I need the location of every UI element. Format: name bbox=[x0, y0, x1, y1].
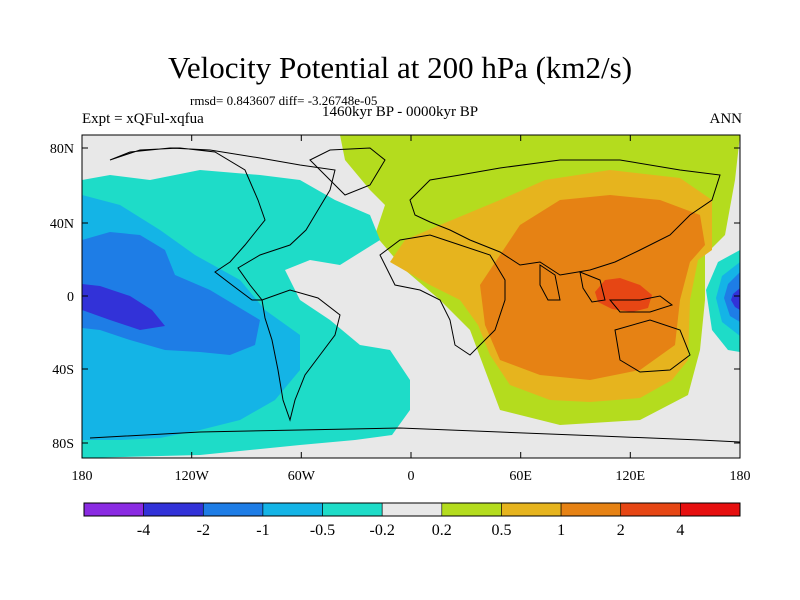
colorbar-label-7: 0.5 bbox=[492, 522, 512, 539]
colorbar-swatch bbox=[560, 502, 622, 517]
lon-axis: 180 120W 60W 0 60E 120E 180 bbox=[72, 135, 751, 484]
stats-line: rmsd= 0.843607 diff= -3.26748e-05 bbox=[190, 93, 378, 108]
colorbar-label-8: 1 bbox=[557, 522, 565, 539]
lat-label-40N: 40N bbox=[50, 217, 74, 232]
experiment-label: Expt = xQFul-xqfua bbox=[82, 111, 204, 127]
colorbar: -4 -2 -1 -0.5 -0.2 0.2 0.5 1 2 4 bbox=[83, 502, 741, 539]
map-title: Velocity Potential at 200 hPa (km2/s) bbox=[167, 50, 633, 85]
lon-label-120E: 120E bbox=[616, 469, 646, 484]
lat-label-80N: 80N bbox=[50, 142, 74, 157]
colorbar-label-1: -4 bbox=[137, 522, 150, 539]
period-label: 1460kyr BP - 0000kyr BP bbox=[322, 104, 479, 120]
colorbar-swatch bbox=[262, 502, 323, 517]
lat-label-80S: 80S bbox=[52, 437, 74, 452]
lat-label-40S: 40S bbox=[52, 363, 74, 378]
coastlines bbox=[89, 147, 740, 443]
lon-label-60E: 60E bbox=[509, 469, 532, 484]
lat-label-0: 0 bbox=[67, 290, 74, 305]
colorbar-label-2: -2 bbox=[197, 522, 210, 539]
lon-label-180-east: 180 bbox=[730, 469, 751, 484]
contour-pos-2 bbox=[595, 278, 652, 312]
contour-pos-1 bbox=[480, 195, 705, 380]
contour-neg-2-east bbox=[731, 288, 740, 310]
colorbar-swatch bbox=[680, 502, 741, 517]
colorbar-swatch bbox=[322, 502, 383, 517]
colorbar-swatch bbox=[501, 502, 562, 517]
lon-label-0: 0 bbox=[408, 469, 415, 484]
colorbar-label-10: 4 bbox=[676, 522, 684, 539]
lon-label-180-west: 180 bbox=[72, 469, 93, 484]
velocity-potential-field bbox=[82, 135, 740, 458]
colorbar-label-4: -0.5 bbox=[310, 522, 335, 539]
colorbar-label-3: -1 bbox=[256, 522, 269, 539]
colorbar-swatch bbox=[441, 502, 502, 517]
lat-axis: 80N 40N 0 40S 80S bbox=[50, 142, 740, 452]
colorbar-label-5: -0.2 bbox=[370, 522, 395, 539]
colorbar-label-6: 0.2 bbox=[432, 522, 452, 539]
colorbar-swatch bbox=[381, 502, 443, 517]
colorbar-swatch bbox=[143, 502, 204, 517]
colorbar-swatch bbox=[83, 502, 144, 517]
lon-label-60W: 60W bbox=[288, 469, 316, 484]
colorbar-label-9: 2 bbox=[617, 522, 625, 539]
contour-neg-2 bbox=[82, 284, 165, 330]
colorbar-frame bbox=[83, 502, 741, 517]
lon-label-120W: 120W bbox=[175, 469, 210, 484]
colorbar-swatch bbox=[202, 502, 264, 517]
colorbar-swatch bbox=[620, 502, 681, 517]
season-label: ANN bbox=[709, 111, 743, 127]
